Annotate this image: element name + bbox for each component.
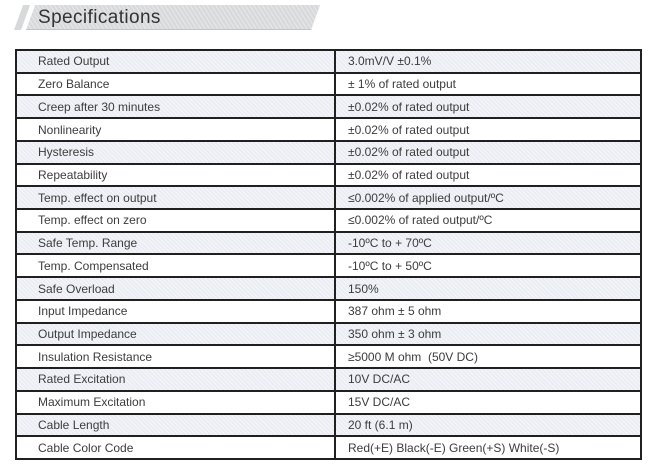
spec-label: Input Impedance (17, 300, 336, 322)
specifications-table: Rated Output 3.0mV/V ±0.1% Zero Balance ± 1… (15, 49, 642, 460)
table-row: Cable Color Code Red(+E) Black(-E) Green(… (17, 437, 640, 458)
table-row: Output Impedance 350 ohm ± 3 ohm (17, 323, 640, 347)
spec-label: Rated Output (17, 51, 336, 72)
spec-label: Safe Temp. Range (17, 232, 336, 254)
table-row: Nonlinearity ±0.02% of rated output (17, 119, 640, 142)
spec-label: Cable Length (17, 414, 336, 436)
spec-label: Cable Color Code (17, 437, 336, 458)
section-banner: Specifications (14, 5, 321, 30)
table-row: Safe Temp. Range -10ºC to + 70ºC (17, 232, 640, 256)
spec-label: Nonlinearity (17, 119, 336, 140)
spec-value: 20 ft (6.1 m) (348, 417, 413, 432)
spec-label: Rated Excitation (17, 369, 336, 390)
table-row: Temp. effect on output ≤0.002% of applied… (17, 187, 640, 211)
table-row: Input Impedance 387 ohm ± 5 ohm (17, 300, 640, 324)
spec-value: -10ºC to + 50ºC (348, 258, 432, 273)
table-row: Safe Overload 150% (17, 278, 640, 301)
table-row: Creep after 30 minutes ±0.02% of rated ou… (17, 96, 640, 120)
table-row: Rated Excitation 10V DC/AC (17, 369, 640, 392)
table-row: Zero Balance ± 1% of rated output (17, 73, 640, 97)
spec-label: Insulation Resistance (17, 346, 336, 368)
spec-value: ±0.02% of rated output (348, 122, 470, 137)
table-row: Cable Length 20 ft (6.1 m) (17, 414, 640, 438)
spec-label: Output Impedance (17, 323, 336, 345)
table-row: Temp. Compensated -10ºC to + 50ºC (17, 255, 640, 279)
spec-label: Zero Balance (17, 73, 336, 95)
table-row: Repeatability ±0.02% of rated output (17, 164, 640, 188)
table-row: Maximum Excitation 15V DC/AC (17, 391, 640, 415)
spec-value: 10V DC/AC (348, 372, 411, 387)
spec-value: ±0.02% of rated output (348, 145, 470, 160)
table-row: Rated Output 3.0mV/V ±0.1% (17, 51, 640, 74)
spec-label: Maximum Excitation (17, 391, 336, 413)
spec-value: 15V DC/AC (348, 395, 411, 410)
spec-value: ≤0.002% of applied output/ºC (348, 190, 504, 205)
spec-label: Repeatability (17, 164, 336, 186)
spec-value: 3.0mV/V ±0.1% (348, 54, 432, 69)
spec-value: ≤0.002% of rated output/ºC (348, 213, 493, 228)
spec-value: ±0.02% of rated output (348, 167, 470, 182)
spec-label: Creep after 30 minutes (17, 96, 336, 118)
table-row: Hysteresis ±0.02% of rated output (17, 141, 640, 165)
spec-value: Red(+E) Black(-E) Green(+S) White(-S) (348, 440, 560, 455)
spec-label: Hysteresis (17, 141, 336, 163)
spec-value: 387 ohm ± 5 ohm (348, 304, 442, 319)
spec-value: 350 ohm ± 3 ohm (348, 326, 442, 341)
spec-label: Temp. effect on zero (17, 210, 336, 231)
table-row: Insulation Resistance ≥5000 M ohm (50V DC… (17, 346, 640, 370)
spec-label: Temp. effect on output (17, 187, 336, 209)
spec-value: -10ºC to + 70ºC (348, 236, 432, 251)
spec-label: Temp. Compensated (17, 255, 336, 277)
table-row: Temp. effect on zero ≤0.002% of rated out… (17, 210, 640, 233)
spec-label: Safe Overload (17, 278, 336, 299)
spec-value: ≥5000 M ohm (50V DC) (348, 349, 478, 364)
page-title: Specifications (38, 7, 161, 28)
spec-value: ±0.02% of rated output (348, 99, 470, 114)
spec-value: ± 1% of rated output (348, 77, 456, 92)
spec-value: 150% (348, 281, 379, 296)
